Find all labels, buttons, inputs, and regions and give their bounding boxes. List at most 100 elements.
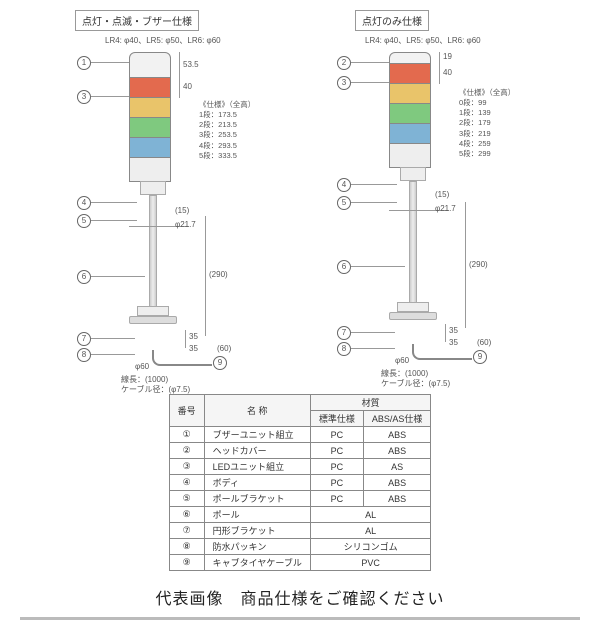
table-cell: ABS [363,427,431,443]
spec-title: 《仕様》（全高） [199,100,255,110]
dim-top2-right: 40 [443,68,452,77]
diagram-left: 点灯・点滅・ブザー仕様 LR4: φ40、LR5: φ50、LR6: φ60 1… [75,10,305,390]
table-cell: ABS [363,475,431,491]
table-cell: ABS [363,443,431,459]
table-row: ⑥ポールAL [169,507,431,523]
cable-note2-left: ケーブル径：(φ7.5) [121,384,190,395]
table-cell: ④ [169,475,204,491]
callout-4: 4 [77,196,91,210]
base-h-left: 35 [189,332,198,341]
round-bracket-r [397,302,429,312]
th-name: 名 称 [204,395,310,427]
table-cell: ポール [204,507,310,523]
table-cell: ⑨ [169,555,204,571]
table-cell: AL [310,507,431,523]
diagram-row: 点灯・点滅・ブザー仕様 LR4: φ40、LR5: φ50、LR6: φ60 1… [60,10,580,390]
callout-1: 1 [77,56,91,70]
pole-gap-right: (15) [435,190,449,199]
base-h-right: 35 [449,326,458,335]
table-cell: PVC [310,555,431,571]
cable-r [412,344,472,360]
table-row: ⑧防水パッキンシリコンゴム [169,539,431,555]
dim-top2-left: 40 [183,82,192,91]
table-cell: AL [310,523,431,539]
light-segment [129,158,171,182]
callout-8b: 8 [337,342,351,356]
pole-bracket-r [400,167,426,181]
round-bracket [137,306,169,316]
spec-box-right: 《仕様》（全高） 0段：991段：1392段：1793段：2194段：2595段… [459,88,515,159]
th-group: 材質 [310,395,431,411]
phi-pole-right: φ21.7 [435,204,456,213]
table-cell: 防水パッキン [204,539,310,555]
table-cell: PC [310,443,363,459]
base-plate [129,316,177,324]
light-segment [389,64,431,84]
diagram-right: 点灯のみ仕様 LR4: φ40、LR5: φ50、LR6: φ60 2 3 4 … [335,10,565,390]
table-cell: 円形ブラケット [204,523,310,539]
light-segment [129,52,171,78]
pole-h-left: (290) [209,270,228,279]
spec-row: 3段：253.5 [199,130,255,140]
pole-r [409,181,417,303]
spec-row: 1段：173.5 [199,110,255,120]
dim-top1-left: 53.5 [183,60,199,69]
callout-3: 3 [77,90,91,104]
callout-5b: 5 [337,196,351,210]
table-cell: ② [169,443,204,459]
callout-6: 6 [77,270,91,284]
callout-7: 7 [77,332,91,346]
table-cell: ボディ [204,475,310,491]
callout-5: 5 [77,214,91,228]
tower-left [129,52,177,324]
phi-pole-left: φ21.7 [175,220,196,229]
callout-8: 8 [77,348,91,362]
light-segment [129,78,171,98]
spec-row: 1段：139 [459,108,515,118]
dim-top1-right: 19 [443,52,452,61]
diagram-subhead-right: LR4: φ40、LR5: φ50、LR6: φ60 [365,35,565,46]
spec-row: 0段：99 [459,98,515,108]
base-dim-left: 35 [189,344,198,353]
callout-3b: 3 [337,76,351,90]
table-cell: ABS [363,491,431,507]
footer-note: 代表画像 商品仕様をご確認ください [20,585,580,609]
th-abs: ABS/AS仕様 [363,411,431,427]
base-plate-r [389,312,437,320]
base-w-right: (60) [477,338,491,347]
tower-right [389,52,437,320]
light-segment [389,52,431,64]
diagram-title-left: 点灯・点滅・ブザー仕様 [75,10,199,31]
table-row: ③LEDユニット組立PCAS [169,459,431,475]
pole-h-right: (290) [469,260,488,269]
spec-row: 2段：213.5 [199,120,255,130]
table-cell: ⑧ [169,539,204,555]
materials-table-wrap: 番号 名 称 材質 標準仕様 ABS/AS仕様 ①ブザーユニット組立PCABS②… [20,394,580,571]
light-segment [129,138,171,158]
spec-title-r: 《仕様》（全高） [459,88,515,98]
th-num: 番号 [169,395,204,427]
materials-table: 番号 名 称 材質 標準仕様 ABS/AS仕様 ①ブザーユニット組立PCABS②… [169,394,432,571]
table-cell: PC [310,459,363,475]
phi-base-left: φ60 [135,362,149,371]
callout-2: 2 [337,56,351,70]
callout-9b: 9 [473,350,487,364]
table-cell: PC [310,427,363,443]
cable [152,350,212,366]
light-segment [389,144,431,168]
light-segment [129,118,171,138]
light-segment [389,124,431,144]
table-cell: ⑦ [169,523,204,539]
table-row: ⑦円形ブラケットAL [169,523,431,539]
table-cell: シリコンゴム [310,539,431,555]
table-cell: ⑥ [169,507,204,523]
table-cell: キャブタイヤケーブル [204,555,310,571]
light-segment [129,98,171,118]
table-cell: PC [310,475,363,491]
table-cell: ① [169,427,204,443]
spec-box-left: 《仕様》（全高） 1段：173.52段：213.53段：253.54段：293.… [199,100,255,161]
table-cell: ⑤ [169,491,204,507]
spec-row: 5段：333.5 [199,151,255,161]
table-cell: PC [310,491,363,507]
callout-4b: 4 [337,178,351,192]
